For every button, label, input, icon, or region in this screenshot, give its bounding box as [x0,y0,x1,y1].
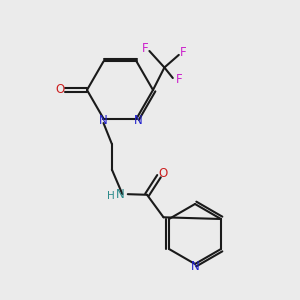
Text: O: O [56,83,64,96]
Text: O: O [158,167,167,180]
Text: N: N [134,114,142,127]
Text: F: F [176,73,182,86]
Text: N: N [116,188,124,201]
Text: N: N [190,260,200,273]
Text: H: H [107,191,115,201]
Text: F: F [142,42,148,55]
Text: N: N [99,114,108,127]
Text: F: F [180,46,187,59]
